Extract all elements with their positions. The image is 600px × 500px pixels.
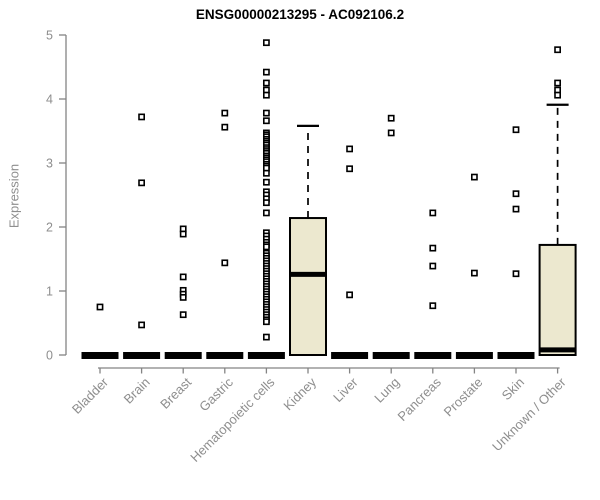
- outlier-point: [262, 199, 270, 207]
- zero-box-lung: [372, 352, 410, 359]
- outlier-point: [346, 291, 353, 299]
- x-tick-label-prostate: Prostate: [441, 375, 486, 420]
- box-unknown-other: [538, 243, 577, 356]
- outlier-point: [262, 91, 270, 99]
- y-tick-label: 0: [46, 349, 53, 363]
- y-tick-label: 5: [46, 29, 53, 43]
- outlier-point: [138, 321, 145, 329]
- outlier-point: [346, 165, 353, 173]
- outlier-point: [554, 79, 561, 87]
- x-tick-label-skin: Skin: [499, 375, 527, 403]
- outlier-point: [262, 169, 270, 177]
- outlier-point: [262, 68, 270, 76]
- outlier-point: [262, 243, 270, 251]
- x-tick-label-kidney: Kidney: [280, 374, 319, 413]
- outlier-point: [179, 273, 187, 281]
- outlier-point: [262, 79, 270, 87]
- outlier-point: [262, 178, 270, 186]
- outlier-point: [262, 109, 270, 117]
- zero-box-brain: [123, 352, 161, 359]
- y-tick-label: 3: [46, 157, 53, 171]
- zero-box-liver: [331, 352, 369, 359]
- outlier-point: [512, 270, 520, 278]
- zero-box-bladder: [81, 352, 119, 359]
- median-kidney: [290, 271, 326, 277]
- outlier-point: [429, 302, 437, 310]
- outlier-point: [138, 113, 145, 121]
- outlier-point: [512, 126, 520, 134]
- outlier-point: [346, 145, 353, 153]
- outlier-point: [387, 129, 395, 137]
- x-tick-label-bladder: Bladder: [69, 374, 112, 417]
- x-tick-label-pancreas: Pancreas: [394, 374, 444, 424]
- y-tick-label: 2: [46, 221, 53, 235]
- outlier-point: [512, 205, 520, 213]
- x-tick-label-lung: Lung: [371, 375, 402, 406]
- outlier-point: [429, 262, 437, 270]
- outlier-point: [179, 311, 187, 319]
- outlier-point: [179, 293, 187, 301]
- outlier-point: [554, 91, 561, 99]
- zero-box-hematopoietic-cells: [247, 352, 285, 359]
- y-tick-label: 1: [46, 285, 53, 299]
- outlier-point: [262, 209, 270, 217]
- zero-box-gastric: [206, 352, 244, 359]
- outlier-point: [429, 209, 437, 217]
- outlier-point: [554, 46, 561, 54]
- outlier-point: [221, 109, 229, 117]
- x-tick-label-breast: Breast: [157, 374, 194, 411]
- x-tick-label-unknown-other: Unknown / Other: [489, 374, 569, 454]
- outlier-point: [429, 244, 437, 252]
- outlier-point: [387, 114, 395, 122]
- outlier-point: [262, 39, 270, 47]
- outlier-point: [262, 333, 270, 341]
- median-unknown-other: [539, 347, 576, 353]
- outlier-point: [262, 117, 270, 125]
- outlier-point: [221, 123, 229, 131]
- zero-box-prostate: [455, 352, 493, 359]
- chart-title: ENSG00000213295 - AC092106.2: [195, 7, 405, 22]
- y-tick-label: 4: [46, 93, 53, 107]
- outlier-point: [262, 318, 270, 326]
- x-tick-label-liver: Liver: [330, 374, 361, 405]
- outlier-point: [179, 230, 187, 238]
- x-tick-label-gastric: Gastric: [196, 374, 236, 414]
- outlier-point: [96, 303, 104, 311]
- outlier-point: [470, 269, 478, 277]
- zero-box-skin: [497, 352, 535, 359]
- x-tick-label-brain: Brain: [121, 375, 153, 407]
- outlier-point: [470, 173, 478, 181]
- outlier-point: [512, 190, 520, 198]
- zero-box-breast: [164, 352, 202, 359]
- outlier-point: [221, 259, 229, 267]
- box-kidney: [289, 217, 327, 356]
- zero-box-pancreas: [414, 352, 452, 359]
- outlier-point: [138, 179, 145, 187]
